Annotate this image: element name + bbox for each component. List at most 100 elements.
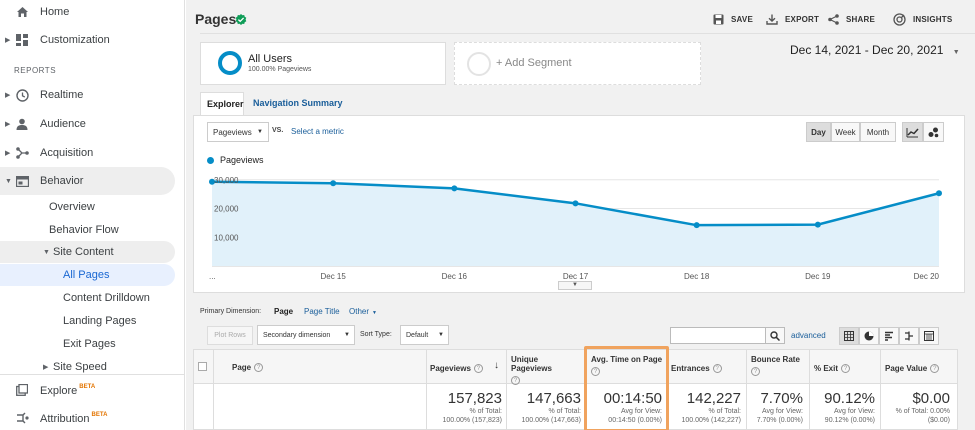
sidebar-item-label: Site Content	[53, 246, 114, 258]
bar-list-icon	[885, 331, 893, 341]
total-sub-label: % of Total:	[548, 408, 581, 415]
help-icon[interactable]: ?	[473, 364, 483, 374]
all-pages-selected-bg	[0, 264, 175, 286]
pivot-view-toggle[interactable]	[919, 327, 939, 345]
add-segment-label: + Add Segment	[496, 57, 572, 69]
x-tick-label: Dec 20	[914, 272, 940, 281]
caret-down-icon: ▼	[438, 332, 444, 338]
help-icon[interactable]: ?	[712, 364, 722, 374]
acquisition-icon	[14, 145, 30, 161]
sort-type-value: Default	[406, 331, 429, 339]
sidebar-item-site-speed[interactable]: ▶ Site Speed	[0, 355, 185, 379]
sidebar-item-acquisition[interactable]: ▶ Acquisition	[0, 141, 185, 165]
chart-resize-handle[interactable]: ▼	[558, 281, 592, 290]
tab-label: Explorer	[207, 99, 244, 109]
sidebar-item-site-content[interactable]: ▼ Site Content	[0, 240, 185, 264]
help-icon[interactable]: ?	[591, 367, 600, 376]
dimension-other[interactable]: Other ▼	[349, 307, 377, 316]
sidebar-item-attribution[interactable]: Attribution BETA	[0, 406, 185, 430]
share-button[interactable]: SHARE	[828, 14, 875, 25]
total-sub-label: % of Total:	[469, 408, 502, 415]
table-search-button[interactable]	[766, 327, 785, 344]
date-range-picker[interactable]: Dec 14, 2021 - Dec 20, 2021 ▼	[790, 43, 960, 57]
sidebar-item-behavior-flow[interactable]: Behavior Flow	[0, 218, 185, 242]
sidebar-item-exit-pages[interactable]: Exit Pages	[0, 332, 185, 356]
segment-all-users[interactable]: All Users 100.00% Pageviews	[200, 42, 446, 85]
column-header-unique-pageviews[interactable]: Unique Pageviews?	[511, 355, 581, 385]
column-divider	[809, 350, 810, 430]
sidebar-item-landing-pages[interactable]: Landing Pages	[0, 309, 185, 333]
week-toggle[interactable]: Week	[831, 122, 860, 142]
total-sub-value: ($0.00)	[927, 417, 950, 424]
advanced-filter-link[interactable]: advanced	[791, 331, 826, 340]
sort-type-dropdown[interactable]: Default ▼	[400, 325, 449, 345]
total-value: 7.70%	[760, 390, 803, 407]
sidebar-item-realtime[interactable]: ▶ Realtime	[0, 83, 185, 107]
motion-chart-toggle[interactable]	[923, 122, 944, 142]
total-value: 147,663	[526, 390, 581, 407]
comparison-view-toggle[interactable]	[899, 327, 919, 345]
sidebar-item-behavior[interactable]: ▼ Behavior	[0, 169, 185, 193]
secondary-dimension-dropdown[interactable]: Secondary dimension ▼	[257, 325, 355, 345]
metric-dropdown[interactable]: Pageviews ▼	[207, 122, 269, 142]
sidebar-item-home[interactable]: Home	[0, 0, 185, 24]
sidebar-item-audience[interactable]: ▶ Audience	[0, 112, 185, 136]
performance-view-toggle[interactable]	[879, 327, 899, 345]
help-icon[interactable]: ?	[751, 367, 760, 376]
sidebar: Home ▶ Customization REPORTS ▶ Realtime …	[0, 0, 185, 430]
sidebar-item-content-drilldown[interactable]: Content Drilldown	[0, 286, 185, 310]
sidebar-item-label: Audience	[40, 118, 86, 130]
plot-rows-button[interactable]: Plot Rows	[207, 326, 253, 345]
dimension-page[interactable]: Page	[274, 307, 294, 316]
sidebar-item-label: Behavior Flow	[49, 224, 119, 236]
total-exit: 90.12% Avg for View: 90.12% (0.00%)	[811, 390, 875, 425]
line-chart-icon	[906, 127, 919, 137]
column-header-avg-time[interactable]: Avg. Time on Page?	[591, 355, 667, 376]
caret-down-icon: ▼	[344, 332, 350, 338]
export-button[interactable]: EXPORT	[766, 14, 819, 25]
total-sub-label: Avg for View:	[621, 408, 662, 415]
column-header-page[interactable]: Page?	[232, 363, 264, 373]
dashboard-icon	[14, 32, 30, 48]
help-icon[interactable]: ?	[841, 364, 851, 374]
sidebar-item-all-pages[interactable]: All Pages	[0, 263, 185, 287]
data-point	[936, 190, 942, 197]
column-divider	[668, 350, 669, 430]
total-value: 00:14:50	[603, 390, 662, 407]
select-all-checkbox[interactable]	[198, 362, 207, 371]
table-view-toggle[interactable]	[839, 327, 859, 345]
legend-label: Pageviews	[220, 155, 264, 165]
sidebar-item-explore[interactable]: Explore BETA	[0, 378, 185, 402]
export-label: EXPORT	[785, 15, 820, 24]
month-toggle[interactable]: Month	[860, 122, 896, 142]
column-header-entrances[interactable]: Entrances?	[671, 364, 722, 374]
total-sub-value: 90.12% (0.00%)	[824, 417, 875, 424]
tab-explorer[interactable]: Explorer	[200, 92, 244, 116]
column-header-label: Entrances	[671, 364, 710, 373]
data-point	[209, 178, 215, 185]
help-icon[interactable]: ?	[254, 363, 264, 373]
table-search-input[interactable]	[670, 327, 766, 344]
column-header-bounce-rate[interactable]: Bounce Rate?	[751, 355, 811, 376]
add-segment-button[interactable]: + Add Segment	[454, 42, 701, 85]
sidebar-item-label: Home	[40, 6, 70, 18]
save-button[interactable]: SAVE	[713, 14, 753, 25]
pie-view-toggle[interactable]	[859, 327, 879, 345]
sidebar-item-overview[interactable]: Overview	[0, 195, 185, 219]
column-header-pageviews[interactable]: Pageviews?	[430, 364, 483, 374]
sort-descending-icon[interactable]: ↓	[494, 360, 499, 371]
day-toggle[interactable]: Day	[806, 122, 831, 142]
column-header-page-value[interactable]: Page Value?	[885, 364, 940, 374]
help-icon[interactable]: ?	[511, 376, 520, 385]
total-sub-label: Avg for View:	[762, 408, 803, 415]
line-chart-toggle[interactable]	[902, 122, 923, 142]
help-icon[interactable]: ?	[930, 364, 940, 374]
column-header-exit[interactable]: % Exit?	[814, 364, 851, 374]
select-metric-link[interactable]: Select a metric	[291, 127, 344, 136]
sidebar-item-customization[interactable]: ▶ Customization	[0, 28, 185, 52]
dimension-page-title[interactable]: Page Title	[304, 307, 340, 316]
insights-button[interactable]: INSIGHTS	[893, 13, 952, 26]
tab-navigation-summary[interactable]: Navigation Summary	[253, 98, 343, 108]
sidebar-item-label: Customization	[40, 34, 110, 46]
total-sub-label: % of Total:	[708, 408, 741, 415]
